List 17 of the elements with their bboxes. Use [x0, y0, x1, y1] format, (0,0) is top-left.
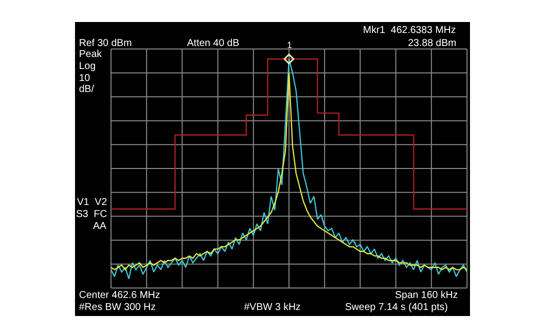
text: 23.88 dBm	[408, 38, 456, 49]
text: Sweep 7.14 s (401 pts)	[345, 302, 448, 313]
text: Atten 40 dB	[187, 38, 240, 49]
text: #VBW 3 kHz	[244, 302, 301, 313]
text: Center 462.6 MHz	[79, 290, 160, 301]
text: S3 FC	[76, 209, 108, 220]
text: Ref 30 dBm	[79, 38, 132, 49]
text: V1 V2	[77, 197, 108, 208]
text: Span 160 kHz	[395, 290, 458, 301]
text: #Res BW 300 Hz	[79, 302, 156, 313]
text: dB/	[79, 84, 94, 95]
text: 10	[79, 73, 91, 84]
text: Mkr1 462.6383 MHz	[363, 25, 456, 36]
annotation: 1	[287, 40, 292, 50]
text: Peak	[79, 49, 103, 60]
text: AA	[93, 221, 107, 232]
text: Log	[79, 61, 96, 72]
